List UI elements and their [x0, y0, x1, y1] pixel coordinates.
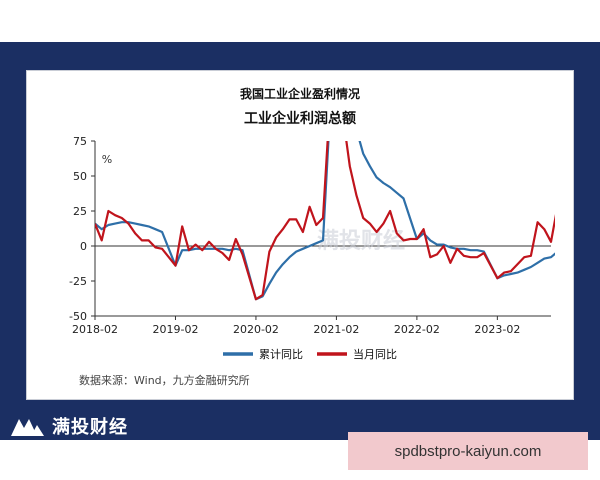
chart-title: 工业企业利润总额 — [244, 110, 356, 127]
watermark: 满投财经 — [317, 228, 405, 254]
x-tick-label: 2023-02 — [474, 323, 520, 336]
axes: -50 -25 0 25 50 75 2018-02 2019-02 2020-02 2021-0… — [69, 135, 551, 336]
legend: 累计同比 当月同比 — [223, 347, 397, 361]
brand-name: 满投财经 — [52, 417, 128, 438]
watermark-text: 满投财经 — [317, 228, 405, 254]
url-text: spdbstpro-kaiyun.com — [394, 442, 542, 460]
x-tick-label: 2018-02 — [72, 323, 118, 336]
chart-card: 我国工业企业盈利情况 工业企业利润总额 % -50 -25 0 25 50 75 2018-… — [26, 70, 574, 400]
y-tick-label: 75 — [73, 135, 87, 148]
x-tick-label: 2022-02 — [394, 323, 440, 336]
y-axis-unit-label: % — [102, 153, 112, 166]
chart-suptitle: 我国工业企业盈利情况 — [240, 86, 360, 101]
legend-label-monthly: 当月同比 — [353, 347, 397, 361]
legend-label-cumulative: 累计同比 — [259, 348, 303, 361]
line-chart: 我国工业企业盈利情况 工业企业利润总额 % -50 -25 0 25 50 75 2018-… — [69, 86, 555, 387]
y-tick-label: -25 — [69, 275, 87, 288]
url-banner: spdbstpro-kaiyun.com — [348, 432, 588, 470]
brand: 满投财经 — [10, 414, 128, 438]
series-line-monthly — [95, 141, 555, 301]
x-tick-label: 2019-02 — [152, 323, 198, 336]
mountain-m-logo-icon — [11, 419, 44, 436]
series-line-cumulative — [95, 141, 555, 301]
x-tick-label: 2020-02 — [233, 323, 279, 336]
y-tick-label: 50 — [73, 170, 87, 183]
x-tick-label: 2021-02 — [313, 323, 359, 336]
y-tick-label: 25 — [73, 205, 87, 218]
source-note: 数据来源：Wind，九方金融研究所 — [79, 373, 250, 387]
y-tick-label: 0 — [80, 240, 87, 253]
series-lines — [95, 141, 555, 301]
y-tick-label: -50 — [69, 310, 87, 323]
